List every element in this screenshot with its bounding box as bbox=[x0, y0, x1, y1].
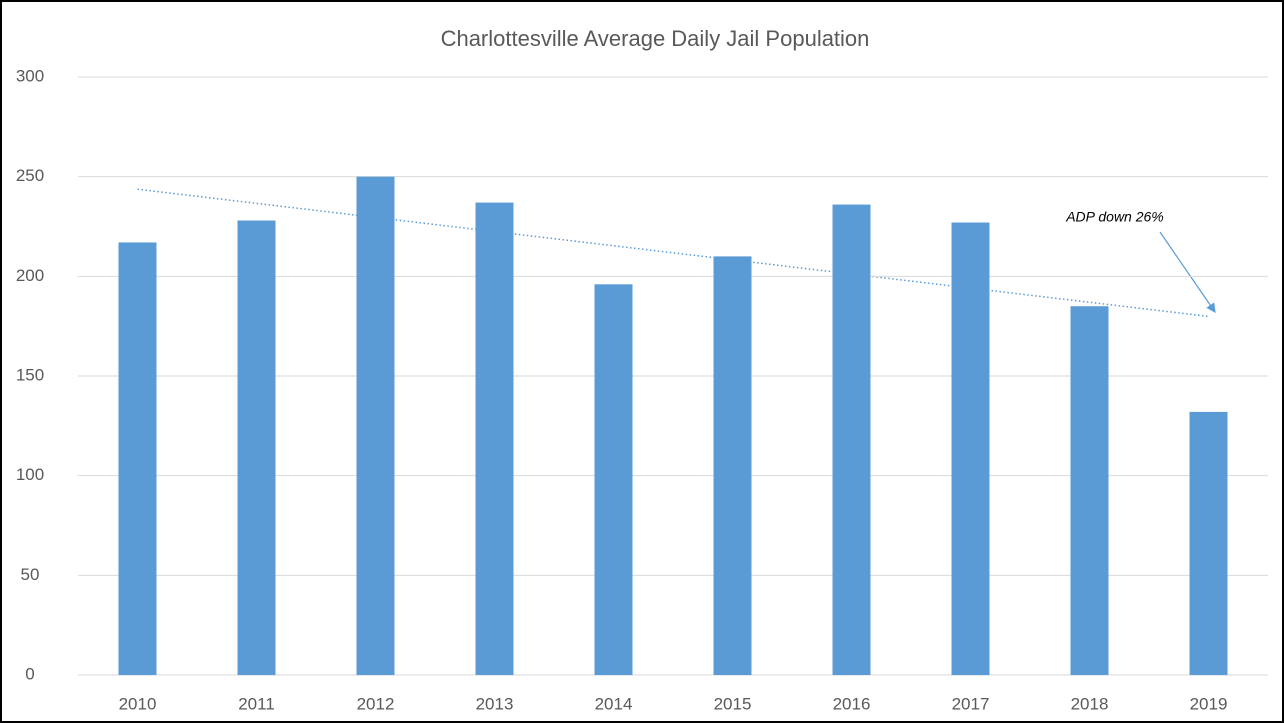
x-tick-label: 2015 bbox=[714, 694, 752, 713]
x-tick-label: 2018 bbox=[1071, 694, 1109, 713]
chart-title: Charlottesville Average Daily Jail Popul… bbox=[441, 26, 870, 51]
y-tick-label: 50 bbox=[21, 565, 40, 584]
annotation: ADP down 26% bbox=[1065, 209, 1164, 225]
x-tick-label: 2016 bbox=[833, 694, 871, 713]
x-tick-label: 2011 bbox=[238, 694, 275, 713]
bar bbox=[713, 256, 752, 675]
y-tick-label: 200 bbox=[16, 266, 44, 285]
bar bbox=[475, 202, 514, 675]
bar bbox=[1189, 411, 1228, 675]
x-tick-label: 2013 bbox=[476, 694, 514, 713]
bar bbox=[118, 242, 157, 676]
bar bbox=[1070, 306, 1109, 675]
x-tick-label: 2019 bbox=[1190, 694, 1228, 713]
bar bbox=[951, 222, 990, 675]
bar bbox=[356, 176, 395, 675]
bar bbox=[594, 284, 633, 675]
bar bbox=[237, 220, 276, 675]
y-tick-label: 0 bbox=[25, 664, 34, 683]
y-tick-label: 150 bbox=[16, 365, 44, 384]
x-tick-label: 2012 bbox=[357, 694, 395, 713]
x-tick-label: 2014 bbox=[595, 694, 633, 713]
y-tick-label: 300 bbox=[16, 66, 44, 85]
x-tick-label: 2010 bbox=[119, 694, 157, 713]
annotation-arrow bbox=[1159, 231, 1216, 313]
bar bbox=[832, 204, 871, 675]
y-tick-label: 250 bbox=[16, 166, 44, 185]
x-tick-label: 2017 bbox=[952, 694, 990, 713]
y-tick-label: 100 bbox=[16, 465, 44, 484]
